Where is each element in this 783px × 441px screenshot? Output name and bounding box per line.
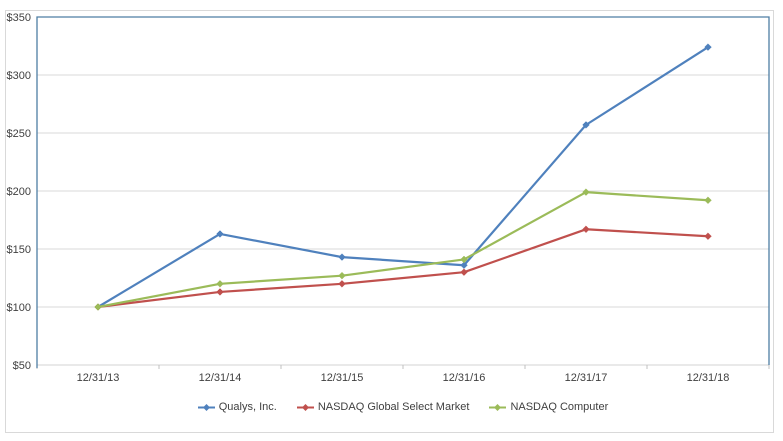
x-axis-label: 12/31/14: [199, 372, 242, 384]
data-point-marker-nasdaq-computer: [582, 188, 590, 196]
legend-marker-icon: [296, 403, 314, 411]
x-axis-label: 12/31/16: [443, 372, 486, 384]
y-axis-label: $150: [7, 244, 31, 256]
data-point-marker-qualys-inc: [704, 43, 712, 51]
chart-outer-frame: [5, 10, 774, 433]
data-point-marker-nasdaq-computer: [460, 255, 468, 264]
data-point-marker-nasdaq-computer: [94, 303, 102, 311]
y-axis-label: $300: [7, 70, 31, 82]
series-line-qualys-inc: [97, 46, 709, 308]
data-point-marker-nasdaq-computer: [338, 271, 346, 280]
series-line-nasdaq-global-select-market: [97, 228, 709, 309]
data-point-marker-nasdaq-global-select-market: [704, 232, 712, 240]
data-point-marker-nasdaq-computer: [216, 280, 224, 288]
legend-item-nasdaq-global-select-market: NASDAQ Global Select Market: [296, 401, 470, 413]
data-point-marker-nasdaq-computer: [704, 196, 712, 205]
data-point-marker-nasdaq-global-select-market: [338, 280, 346, 288]
data-point-marker-qualys-inc: [338, 253, 346, 261]
y-axis-label: $50: [13, 360, 31, 372]
y-axis-label: $250: [7, 128, 31, 140]
y-axis-label: $200: [7, 186, 31, 198]
data-point-marker-nasdaq-global-select-market: [582, 225, 590, 234]
series-line-nasdaq-computer: [97, 191, 709, 309]
legend-label: Qualys, Inc.: [218, 401, 277, 413]
data-point-marker-qualys-inc: [216, 230, 224, 238]
plot-border: [36, 16, 770, 368]
data-point-marker-nasdaq-global-select-market: [216, 288, 224, 296]
x-axis-label: 12/31/18: [687, 372, 730, 384]
legend-label: NASDAQ Computer: [510, 401, 609, 413]
y-axis-label: $100: [7, 302, 31, 314]
data-point-marker-nasdaq-global-select-market: [460, 268, 468, 276]
legend-marker-icon: [489, 403, 507, 411]
legend-item-nasdaq-computer: NASDAQ Computer: [489, 401, 608, 413]
y-axis-label: $350: [7, 12, 31, 24]
legend-marker-icon: [197, 403, 215, 411]
legend: Qualys, Inc. NASDAQ Global Select Market N…: [37, 398, 769, 416]
legend-label: NASDAQ Global Select Market: [317, 401, 470, 413]
legend-item-qualys-inc: Qualys, Inc.: [197, 401, 277, 413]
x-axis-label: 12/31/17: [565, 372, 608, 384]
x-axis-label: 12/31/15: [321, 372, 364, 384]
data-point-marker-qualys-inc: [582, 121, 590, 129]
x-axis-label: 12/31/13: [77, 372, 120, 384]
